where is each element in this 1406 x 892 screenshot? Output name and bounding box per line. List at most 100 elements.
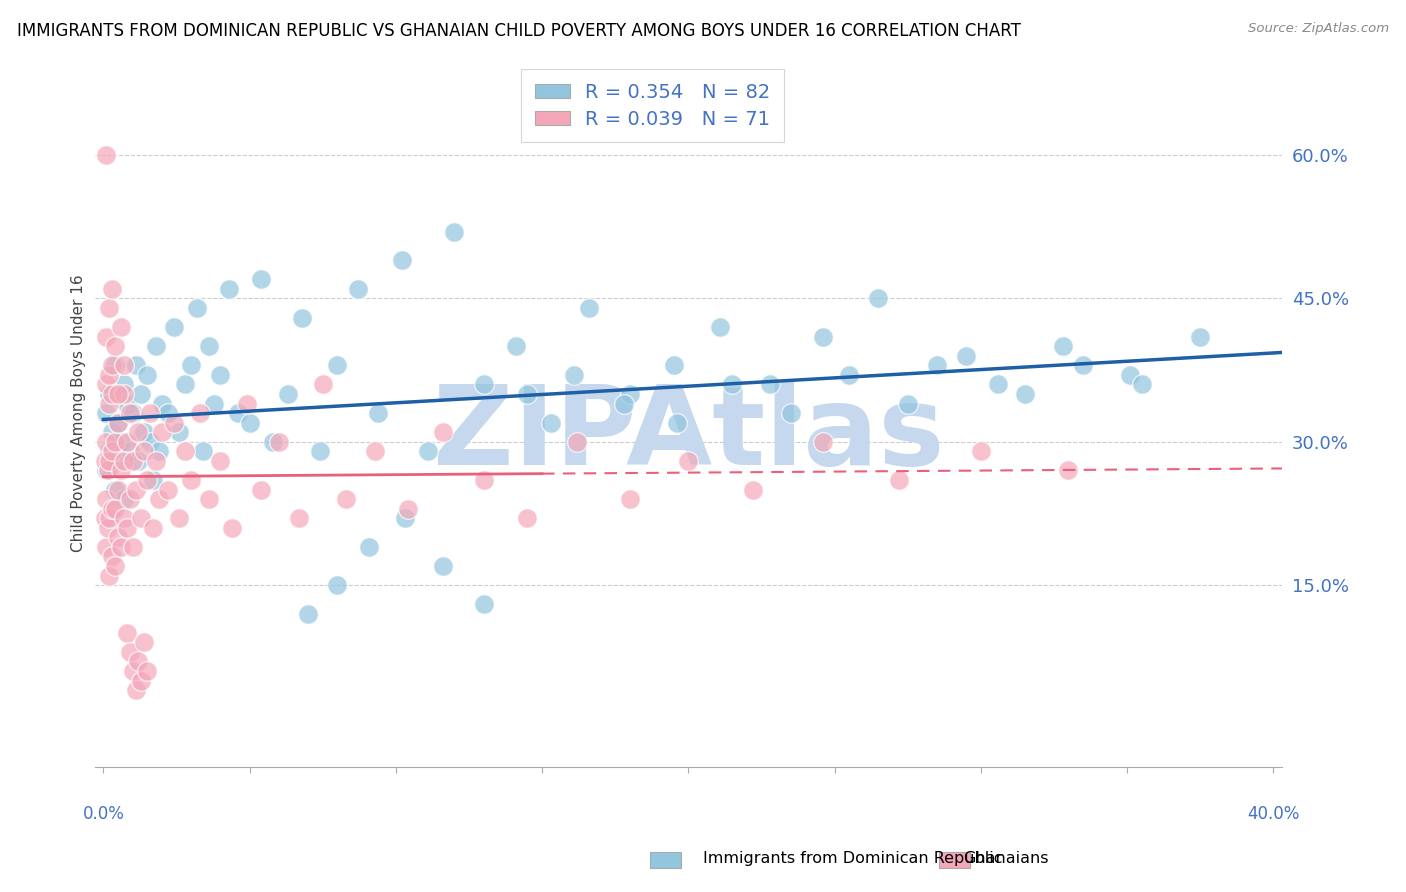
Point: [779, 406, 801, 420]
Point: [101, 359, 124, 373]
Point: [394, 511, 416, 525]
Point: [96, 540, 118, 554]
Point: [112, 492, 135, 507]
Point: [391, 253, 413, 268]
Point: [118, 645, 141, 659]
Point: [308, 444, 330, 458]
Point: [96, 434, 118, 449]
Point: [443, 225, 465, 239]
Point: [148, 444, 170, 458]
Point: [124, 683, 146, 698]
Point: [665, 416, 688, 430]
Point: [811, 434, 834, 449]
Point: [619, 387, 641, 401]
Point: [291, 310, 314, 325]
Point: [970, 444, 993, 458]
Point: [98, 568, 121, 582]
Point: [115, 396, 138, 410]
Point: [335, 492, 357, 507]
Point: [396, 501, 419, 516]
Point: [104, 339, 127, 353]
Point: [115, 434, 138, 449]
Point: [134, 425, 156, 440]
Point: [150, 425, 173, 440]
Point: [662, 359, 685, 373]
Point: [416, 444, 439, 458]
Point: [619, 492, 641, 507]
Point: [131, 387, 153, 401]
Point: [613, 396, 636, 410]
Point: [432, 425, 454, 440]
Point: [516, 387, 538, 401]
Point: [124, 359, 146, 373]
Point: [565, 434, 588, 449]
Text: Immigrants from Dominican Republic: Immigrants from Dominican Republic: [703, 851, 1002, 865]
Point: [107, 387, 129, 401]
Point: [121, 454, 143, 468]
Point: [326, 578, 349, 592]
Point: [96, 377, 118, 392]
Point: [186, 301, 208, 315]
Point: [346, 282, 368, 296]
Point: [101, 282, 124, 296]
Point: [107, 483, 129, 497]
Point: [131, 673, 153, 688]
Point: [277, 387, 299, 401]
Point: [107, 416, 129, 430]
Point: [1189, 329, 1212, 343]
Point: [139, 406, 162, 420]
Point: [131, 511, 153, 525]
Point: [98, 511, 121, 525]
Point: [1014, 387, 1036, 401]
Point: [359, 540, 381, 554]
Point: [127, 454, 149, 468]
Point: [97, 521, 120, 535]
Point: [180, 473, 202, 487]
Text: Source: ZipAtlas.com: Source: ZipAtlas.com: [1249, 22, 1389, 36]
Point: [204, 396, 226, 410]
Point: [145, 339, 167, 353]
Point: [104, 501, 127, 516]
Point: [110, 463, 132, 477]
Point: [1130, 377, 1153, 392]
Point: [218, 282, 240, 296]
Point: [104, 434, 127, 449]
Point: [1119, 368, 1142, 382]
Point: [897, 396, 920, 410]
Point: [1057, 463, 1080, 477]
Point: [110, 540, 132, 554]
Point: [98, 368, 121, 382]
Point: [112, 377, 135, 392]
Point: [110, 320, 132, 334]
Point: [678, 454, 700, 468]
Point: [97, 463, 120, 477]
Legend: R = 0.354   N = 82, R = 0.039   N = 71: R = 0.354 N = 82, R = 0.039 N = 71: [522, 70, 785, 143]
Point: [156, 406, 179, 420]
Point: [134, 635, 156, 649]
Point: [118, 406, 141, 420]
Text: 0.0%: 0.0%: [83, 805, 124, 823]
Point: [540, 416, 562, 430]
Point: [101, 444, 124, 458]
Point: [107, 530, 129, 544]
Point: [367, 406, 389, 420]
Point: [121, 540, 143, 554]
Point: [239, 416, 262, 430]
Point: [115, 521, 138, 535]
Point: [142, 521, 165, 535]
Point: [96, 463, 118, 477]
Point: [262, 434, 284, 449]
Point: [221, 521, 243, 535]
Point: [162, 416, 184, 430]
Point: [136, 664, 159, 678]
Point: [107, 416, 129, 430]
Point: [364, 444, 387, 458]
Point: [118, 492, 141, 507]
Point: [101, 549, 124, 564]
Point: [96, 492, 118, 507]
Point: [987, 377, 1010, 392]
Point: [505, 339, 527, 353]
Point: [887, 473, 910, 487]
Point: [925, 359, 948, 373]
Point: [955, 349, 977, 363]
